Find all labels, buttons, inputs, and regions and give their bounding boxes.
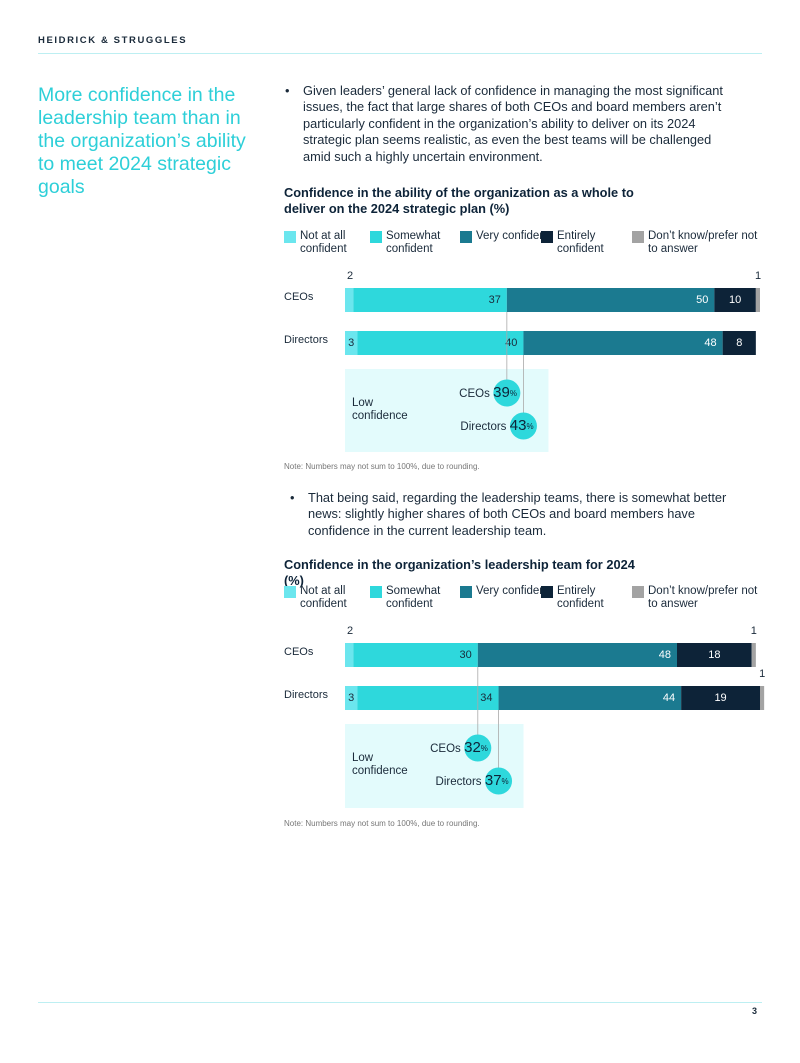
data-label: 44 — [663, 692, 675, 704]
legend-label: Somewhat confident — [386, 585, 441, 610]
bar-segment — [681, 686, 760, 710]
data-label: 1 — [751, 625, 757, 637]
callout-name: CEOs — [430, 743, 461, 755]
legend-label: Don’t know/prefer not to answer — [648, 230, 758, 255]
bar-segment — [506, 288, 715, 312]
bar-segment — [353, 288, 507, 312]
data-label: 2 — [347, 625, 353, 637]
bar-segment — [751, 643, 756, 667]
legend-label: Somewhat confident — [386, 230, 441, 255]
bar-segment — [345, 686, 358, 710]
callout-value: 39 — [493, 384, 510, 401]
data-label: 10 — [729, 294, 741, 306]
legend-label: Entirely confident — [557, 585, 604, 610]
note: Note: Numbers may not sum to 100%, due t… — [284, 462, 480, 471]
callout-name: CEOs — [459, 388, 490, 400]
bar-segment — [755, 288, 760, 312]
data-label: 40 — [505, 337, 517, 349]
legend-label: Very confident — [476, 585, 549, 597]
callout-name: Directors — [460, 421, 506, 433]
legend-swatch — [284, 586, 296, 598]
data-label: 50 — [696, 294, 708, 306]
bar-segment — [498, 686, 682, 710]
category-label: CEOs — [284, 646, 314, 658]
chart-title: Confidence in the organization’s leaders… — [284, 557, 635, 588]
data-label: 1 — [759, 668, 765, 680]
bar-segment — [345, 331, 358, 355]
callout-unit: % — [510, 389, 517, 398]
bar-segment — [477, 643, 677, 667]
data-label: 1 — [755, 270, 761, 282]
bar-segment — [722, 331, 756, 355]
callout-name: Directors — [436, 776, 482, 788]
category-label: Directors — [284, 689, 329, 701]
chart-title: Confidence in the ability of the organiz… — [284, 185, 634, 216]
callout-value: 37 — [485, 772, 502, 789]
data-label: 18 — [708, 649, 720, 661]
page-number: 3 — [752, 1006, 758, 1016]
brand: HEIDRICK & STRUGGLES — [38, 35, 188, 46]
bar-segment — [677, 643, 752, 667]
legend-swatch — [632, 231, 644, 243]
legend-swatch — [541, 231, 553, 243]
header-rule — [38, 53, 762, 54]
data-label: 48 — [659, 649, 671, 661]
legend-swatch — [460, 586, 472, 598]
legend-swatch — [370, 586, 382, 598]
data-label: 48 — [704, 337, 716, 349]
callout-value: 32 — [464, 739, 481, 756]
bar-segment — [357, 686, 499, 710]
bullet: That being said, regarding the leadershi… — [290, 490, 728, 539]
data-label: 3 — [348, 692, 354, 704]
legend-label: Not at all confident — [300, 585, 347, 610]
bar-segment — [357, 331, 524, 355]
data-label: 19 — [714, 692, 726, 704]
note: Note: Numbers may not sum to 100%, due t… — [284, 819, 480, 828]
callout-box — [345, 724, 524, 808]
data-label: 37 — [489, 294, 501, 306]
legend-swatch — [370, 231, 382, 243]
bar-segment — [523, 331, 723, 355]
legend-label: Entirely confident — [557, 230, 604, 255]
callout-value: 43 — [510, 417, 527, 434]
legend-swatch — [460, 231, 472, 243]
callout-circle — [464, 734, 492, 762]
legend-swatch — [632, 586, 644, 598]
legend-label: Very confident — [476, 230, 549, 242]
footer-rule — [38, 1002, 762, 1003]
data-label: 34 — [480, 692, 492, 704]
callout-circle — [485, 767, 513, 795]
bullet: Given leaders’ general lack of confidenc… — [285, 83, 723, 165]
callout-title: Low confidence — [352, 752, 408, 777]
heading: More confidence in the leadership team t… — [38, 84, 246, 198]
callout-circle — [509, 412, 537, 440]
callout-unit: % — [481, 744, 488, 753]
data-label: 2 — [347, 270, 353, 282]
legend-swatch — [541, 586, 553, 598]
callout-unit: % — [526, 422, 533, 431]
category-label: Directors — [284, 334, 329, 346]
data-label: 3 — [348, 337, 354, 349]
category-label: CEOs — [284, 291, 314, 303]
callout-title: Low confidence — [352, 397, 408, 422]
bar-segment — [760, 686, 765, 710]
legend-label: Not at all confident — [300, 230, 347, 255]
bar-segment — [714, 288, 756, 312]
bar-segment — [353, 643, 478, 667]
legend-swatch — [284, 231, 296, 243]
data-label: 30 — [460, 649, 472, 661]
bar-segment — [345, 288, 354, 312]
legend-label: Don’t know/prefer not to answer — [648, 585, 758, 610]
bar-segment — [345, 643, 354, 667]
data-label: 8 — [736, 337, 742, 349]
callout-unit: % — [502, 777, 509, 786]
callout-circle — [493, 379, 521, 407]
